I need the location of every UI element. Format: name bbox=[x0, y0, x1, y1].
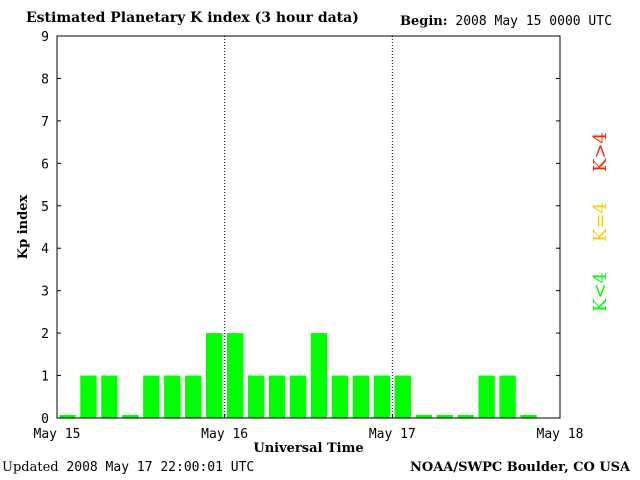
kp-bar bbox=[436, 415, 453, 418]
y-tick-label: 9 bbox=[41, 30, 49, 45]
legend-k-greater-4: K>4 bbox=[590, 132, 611, 172]
y-tick-label: 0 bbox=[41, 412, 49, 427]
x-axis-label: Universal Time bbox=[253, 441, 363, 456]
x-tick-label: May 16 bbox=[201, 427, 248, 442]
x-tick-label: May 17 bbox=[369, 427, 416, 442]
kp-bar bbox=[520, 415, 537, 418]
legend-k-less-4: K<4 bbox=[590, 272, 611, 312]
kp-bar bbox=[143, 375, 160, 418]
kp-bar bbox=[331, 375, 349, 418]
kp-bar bbox=[478, 375, 495, 418]
kp-bar bbox=[457, 415, 474, 418]
y-axis-label: Kp index bbox=[16, 195, 31, 260]
y-tick-label: 5 bbox=[41, 200, 49, 215]
kp-bar bbox=[185, 375, 202, 418]
kp-bar bbox=[80, 375, 97, 418]
kp-bar bbox=[164, 375, 181, 418]
plot-frame bbox=[56, 35, 561, 419]
kp-bar bbox=[101, 375, 118, 418]
updated-timestamp: Updated 2008 May 17 22:00:01 UTC bbox=[2, 460, 254, 475]
kp-bar bbox=[499, 375, 516, 418]
begin-label: Begin: bbox=[400, 14, 448, 29]
y-tick-label: 6 bbox=[41, 157, 49, 172]
y-tick-label: 2 bbox=[41, 327, 49, 342]
kp-bar bbox=[373, 375, 391, 418]
begin-value: 2008 May 15 0000 UTC bbox=[455, 14, 612, 29]
kp-bar bbox=[206, 333, 223, 418]
kp-bar bbox=[226, 333, 244, 418]
kp-bar bbox=[310, 333, 328, 418]
updated-label: Updated bbox=[2, 460, 59, 475]
x-tick-label: May 18 bbox=[537, 427, 584, 442]
kp-bar bbox=[247, 375, 265, 418]
kp-bar bbox=[415, 415, 432, 418]
x-tick-label: May 15 bbox=[34, 427, 81, 442]
y-tick-label: 4 bbox=[41, 242, 49, 257]
kp-bar bbox=[59, 415, 76, 418]
y-tick-label: 1 bbox=[41, 370, 49, 385]
updated-value: 2008 May 17 22:00:01 UTC bbox=[66, 460, 255, 475]
y-tick-label: 8 bbox=[41, 72, 49, 87]
y-tick-label: 7 bbox=[41, 115, 49, 130]
chart-title: Estimated Planetary K index (3 hour data… bbox=[26, 10, 359, 26]
kp-bar bbox=[268, 375, 286, 418]
legend-k-equal-4: K=4 bbox=[590, 202, 611, 242]
y-tick-label: 3 bbox=[41, 285, 49, 300]
kp-bar bbox=[394, 375, 411, 418]
kp-bar bbox=[289, 375, 307, 418]
kp-bar bbox=[122, 415, 139, 418]
credit-text: NOAA/SWPC Boulder, CO USA bbox=[410, 460, 631, 475]
kp-bar bbox=[352, 375, 370, 418]
begin-timestamp: Begin: 2008 May 15 0000 UTC bbox=[400, 14, 612, 29]
